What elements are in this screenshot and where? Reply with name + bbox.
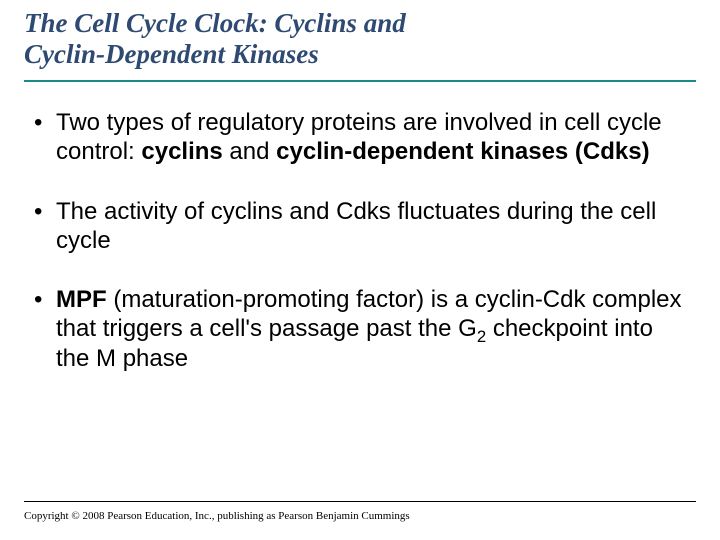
bullet-item: MPF (maturation-promoting factor) is a c… <box>34 285 686 373</box>
bullet-bold: MPF <box>56 286 107 313</box>
title-line-2: Cyclin-Dependent Kinases <box>24 39 319 69</box>
bullet-item: The activity of cyclins and Cdks fluctua… <box>34 197 686 256</box>
copyright-text: Copyright © 2008 Pearson Education, Inc.… <box>24 510 410 522</box>
bullet-text: and <box>223 138 276 165</box>
bullet-bold: cyclin-dependent kinases (Cdks) <box>276 138 649 165</box>
slide: The Cell Cycle Clock: Cyclins and Cyclin… <box>0 0 720 540</box>
bullet-bold: cyclins <box>141 138 222 165</box>
subscript: 2 <box>477 327 486 346</box>
bullet-item: Two types of regulatory proteins are inv… <box>34 108 686 167</box>
bullet-text: The activity of cyclins and Cdks fluctua… <box>56 198 656 254</box>
footer-rule <box>24 501 696 502</box>
title-block: The Cell Cycle Clock: Cyclins and Cyclin… <box>0 0 720 76</box>
slide-title: The Cell Cycle Clock: Cyclins and Cyclin… <box>24 8 696 70</box>
bullet-list: Two types of regulatory proteins are inv… <box>0 82 720 373</box>
title-line-1: The Cell Cycle Clock: Cyclins and <box>24 8 406 38</box>
